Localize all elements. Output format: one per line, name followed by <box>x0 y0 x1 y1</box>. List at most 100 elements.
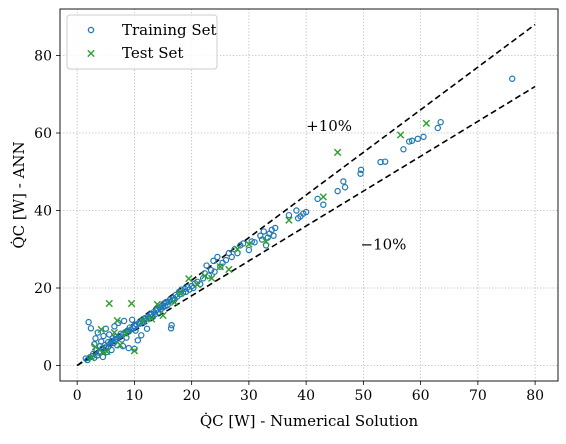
training-point <box>248 238 255 245</box>
test-point <box>216 262 224 271</box>
test-point <box>113 316 121 325</box>
training-point <box>102 325 109 332</box>
training-point <box>320 201 327 208</box>
test-point <box>396 131 405 139</box>
test-point <box>153 300 162 308</box>
test-point-stroke <box>97 325 105 334</box>
training-point <box>138 332 145 339</box>
training-point <box>164 301 171 309</box>
training-point <box>168 322 175 329</box>
legend: Training Set Test Set <box>66 14 218 70</box>
test-point-stroke <box>245 240 253 248</box>
y-tick-label: 80 <box>34 49 52 65</box>
x-tick-label: 40 <box>297 388 315 404</box>
test-point-stroke <box>225 265 233 274</box>
legend-marker-training <box>87 26 95 34</box>
test-point <box>110 328 119 337</box>
legend-box <box>66 14 218 70</box>
x-tick-label: 20 <box>183 388 201 404</box>
test-point-stroke <box>99 349 107 357</box>
test-point-stroke <box>122 330 130 338</box>
test-point-stroke <box>201 272 209 280</box>
training-point <box>228 253 235 261</box>
test-point <box>422 119 431 128</box>
test-point <box>170 298 179 307</box>
training-point <box>262 242 270 249</box>
training-point <box>509 75 516 82</box>
training-point <box>132 327 139 334</box>
training-point <box>94 329 101 336</box>
y-tick-label: 60 <box>34 126 52 142</box>
x-tick-label: 0 <box>73 388 82 404</box>
test-point-stroke <box>147 315 156 323</box>
training-point <box>207 266 215 274</box>
test-point <box>176 289 184 298</box>
test-point <box>105 299 113 308</box>
y-tick-label: 20 <box>34 281 52 297</box>
training-point <box>437 118 444 126</box>
training-point <box>82 355 89 362</box>
test-point <box>97 325 105 334</box>
x-tick-label: 70 <box>469 388 487 404</box>
test-point <box>245 240 253 248</box>
training-point <box>143 325 151 332</box>
test-point <box>333 148 342 157</box>
training-point <box>302 208 310 216</box>
training-point <box>334 187 341 195</box>
y-axis-ticks: 0 20 40 60 80 <box>34 49 60 375</box>
test-point <box>319 193 328 201</box>
annotation-plus-10: +10% <box>306 117 352 135</box>
training-point <box>405 138 413 145</box>
training-point <box>87 325 95 332</box>
test-point <box>127 299 136 308</box>
training-point <box>167 325 175 332</box>
test-point-stroke <box>285 216 293 224</box>
training-point <box>270 232 277 239</box>
training-point <box>251 239 258 246</box>
training-point <box>98 338 105 345</box>
training-point <box>85 318 92 326</box>
training-point <box>99 353 107 361</box>
training-point <box>272 224 279 232</box>
test-point-stroke <box>159 311 167 320</box>
test-point-stroke <box>193 280 202 289</box>
test-set-series <box>87 119 431 362</box>
training-point <box>211 268 218 275</box>
training-point <box>205 272 213 279</box>
data-points <box>82 75 516 364</box>
test-point <box>262 237 270 246</box>
training-point <box>100 332 107 340</box>
test-point-stroke <box>396 131 405 139</box>
training-point <box>95 349 103 356</box>
test-point <box>233 245 242 253</box>
x-tick-label: 60 <box>412 388 430 404</box>
y-axis-label: Q̇C [W] - ANN <box>10 141 28 248</box>
test-point-stroke <box>130 347 139 355</box>
test-point <box>116 341 124 349</box>
test-point-stroke <box>216 262 224 271</box>
test-point <box>139 317 147 325</box>
training-point <box>260 228 267 235</box>
test-point-stroke <box>262 237 270 246</box>
training-point <box>134 337 142 344</box>
test-point-stroke <box>170 298 179 307</box>
test-point-stroke <box>185 275 193 283</box>
test-point-stroke <box>103 347 111 356</box>
test-point-stroke <box>207 274 216 283</box>
test-point <box>201 272 209 280</box>
test-point-stroke <box>139 317 147 325</box>
training-point <box>400 146 407 153</box>
upper-10pct-line <box>76 23 536 367</box>
test-point-stroke <box>105 299 113 308</box>
test-point <box>207 274 216 283</box>
test-point-stroke <box>127 299 136 308</box>
test-point-stroke <box>116 341 124 349</box>
test-point-stroke <box>87 354 96 362</box>
test-point-stroke <box>176 289 184 298</box>
training-point <box>341 184 349 191</box>
test-point <box>103 347 111 356</box>
training-point <box>234 249 241 257</box>
test-point-stroke <box>113 316 121 325</box>
